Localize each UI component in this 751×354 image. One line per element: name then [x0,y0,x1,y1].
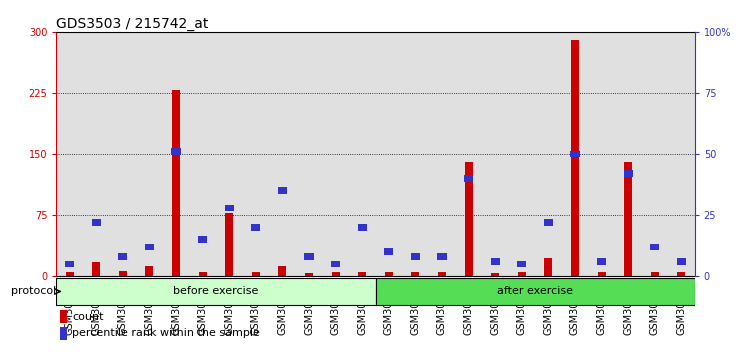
Bar [597,258,606,265]
Bar [92,219,101,226]
Bar [517,261,526,267]
Bar [508,32,535,276]
Bar [588,32,615,276]
Bar [358,272,366,276]
Text: percentile rank within the sample: percentile rank within the sample [72,328,260,338]
Bar [385,249,394,255]
Bar [624,162,632,276]
Bar [279,267,286,276]
Bar [92,262,100,276]
Bar [296,32,322,276]
Bar [225,205,234,211]
Bar [490,258,500,265]
Bar [119,271,127,276]
Bar [59,327,67,340]
Bar [171,148,181,155]
Bar [571,40,579,276]
Bar [225,213,234,276]
FancyBboxPatch shape [56,278,376,305]
Bar [385,272,393,276]
Bar [146,267,153,276]
Bar [56,32,83,276]
Bar [650,244,659,250]
Bar [482,32,508,276]
Bar [376,32,402,276]
Bar [598,272,605,276]
Bar [641,32,668,276]
Bar [544,258,553,276]
Bar [535,32,562,276]
Text: before exercise: before exercise [173,286,258,296]
Bar [59,310,67,323]
Text: protocol: protocol [11,286,56,296]
Bar [623,170,633,177]
Bar [252,272,260,276]
Bar [110,32,136,276]
Bar [465,162,472,276]
Bar [570,151,580,157]
Bar [163,32,189,276]
FancyBboxPatch shape [376,278,695,305]
Bar [198,272,207,276]
Bar [517,272,526,276]
Bar [429,32,455,276]
Bar [251,224,261,230]
Bar [562,32,588,276]
Bar [198,236,207,243]
Bar [269,32,296,276]
Bar [83,32,110,276]
Bar [172,91,180,276]
Bar [491,273,499,276]
Bar [455,32,482,276]
Bar [668,32,695,276]
Bar [651,272,659,276]
Bar [65,272,74,276]
Bar [357,224,366,230]
Bar [464,175,473,182]
Bar [136,32,163,276]
Bar [331,261,340,267]
Bar [438,272,446,276]
Bar [544,219,553,226]
Bar [305,273,313,276]
Bar [411,253,420,260]
Bar [65,261,74,267]
Bar [677,258,686,265]
Bar [278,187,287,194]
Bar [677,272,686,276]
Bar [145,244,154,250]
Text: GDS3503 / 215742_at: GDS3503 / 215742_at [56,17,209,31]
Bar [189,32,216,276]
Text: after exercise: after exercise [497,286,573,296]
Bar [216,32,243,276]
Bar [332,272,339,276]
Bar [349,32,376,276]
Bar [322,32,349,276]
Bar [615,32,641,276]
Bar [412,272,419,276]
Bar [243,32,269,276]
Text: count: count [72,312,104,322]
Bar [118,253,128,260]
Bar [437,253,447,260]
Bar [402,32,429,276]
Bar [304,253,314,260]
